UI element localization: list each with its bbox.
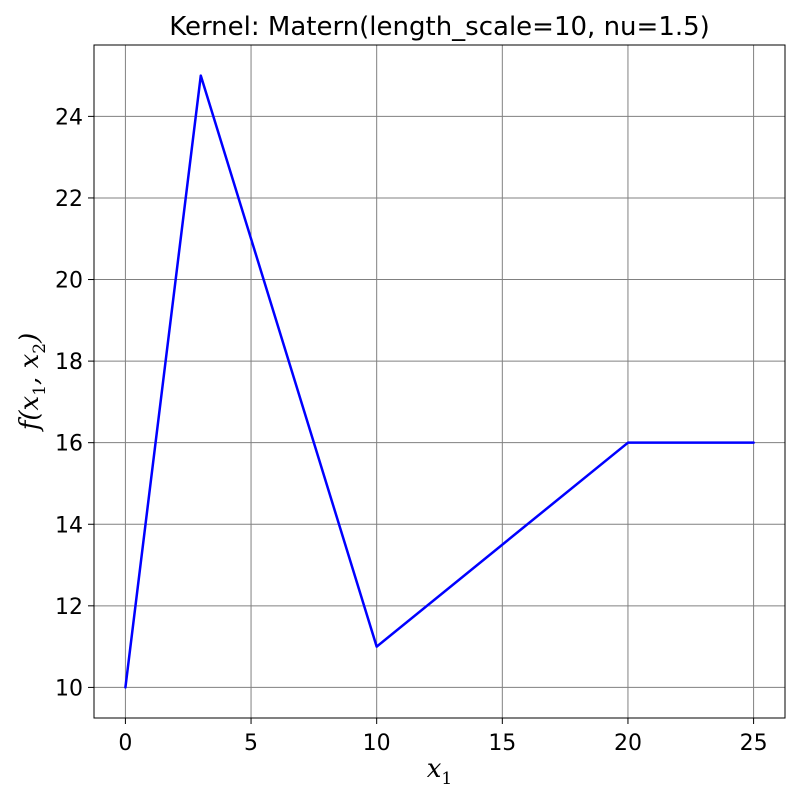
x-tick-label: 10 (363, 731, 391, 756)
y-tick-label: 24 (55, 105, 83, 130)
y-tick-label: 14 (55, 513, 83, 538)
y-label-var1: x (15, 395, 45, 410)
y-tick-label: 16 (55, 432, 83, 457)
y-tick-label: 18 (55, 350, 83, 375)
series-layer (124, 74, 755, 689)
chart-title: Kernel: Matern(length_scale=10, nu=1.5) (169, 12, 710, 42)
y-label-sep: , (15, 368, 45, 385)
y-tick-label: 20 (55, 269, 83, 294)
plot-frame (93, 44, 786, 719)
series-line (124, 74, 755, 689)
y-label-post: ) (15, 333, 45, 344)
x-tick-label: 15 (488, 731, 516, 756)
x-tick-label: 0 (118, 731, 132, 756)
ticks: 0 5 10 15 20 25 10 12 14 16 18 20 22 24 (55, 105, 768, 756)
x-tick-label: 20 (614, 731, 642, 756)
y-axis-label: f(x1, x2) (15, 333, 50, 432)
y-label-sub1: 1 (30, 385, 50, 396)
y-tick-label: 10 (55, 676, 83, 701)
grid (94, 45, 785, 718)
x-axis-label-sub: 1 (441, 769, 452, 789)
x-tick-label: 25 (740, 731, 768, 756)
y-label-sub2: 2 (30, 343, 50, 354)
y-tick-label: 12 (55, 595, 83, 620)
x-axis-label: x1 (427, 754, 453, 789)
y-tick-label: 22 (55, 187, 83, 212)
y-label-pre: f( (15, 410, 45, 433)
y-label-var2: x (15, 353, 45, 368)
x-tick-label: 5 (244, 731, 258, 756)
x-axis-label-var: x (427, 754, 442, 784)
